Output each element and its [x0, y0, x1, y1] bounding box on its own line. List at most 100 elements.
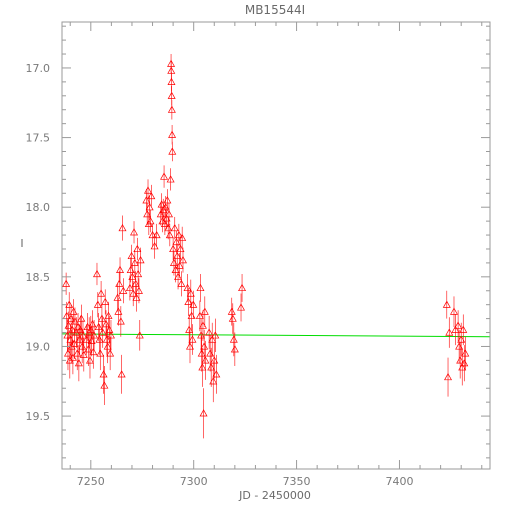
data-point — [208, 322, 217, 357]
data-point — [113, 283, 122, 312]
triangle-marker — [186, 289, 195, 297]
data-point — [444, 357, 453, 397]
triangle-marker — [103, 342, 112, 350]
data-point — [442, 290, 451, 319]
triangle-marker — [458, 363, 467, 371]
data-point — [177, 271, 186, 297]
triangle-marker — [201, 356, 210, 364]
data-point — [173, 243, 182, 269]
triangle-marker — [165, 230, 174, 239]
triangle-marker — [68, 325, 77, 333]
triangle-marker — [227, 307, 236, 315]
data-point — [229, 322, 238, 357]
triangle-marker — [178, 256, 187, 264]
triangle-marker — [170, 223, 179, 232]
data-point — [94, 313, 103, 341]
data-point — [90, 320, 99, 351]
data-point — [185, 329, 194, 364]
triangle-marker — [95, 335, 104, 343]
data-point — [130, 221, 139, 244]
triangle-marker — [169, 244, 178, 253]
triangle-marker — [455, 342, 464, 350]
triangle-marker — [128, 272, 137, 280]
data-point — [77, 304, 86, 333]
data-point — [135, 320, 144, 351]
triangle-marker — [196, 283, 205, 292]
data-point — [169, 237, 178, 261]
data-point — [211, 318, 220, 353]
data-point — [212, 354, 221, 394]
data-point — [160, 165, 169, 188]
triangle-marker — [460, 359, 469, 367]
triangle-marker — [206, 349, 215, 357]
triangle-marker — [189, 300, 198, 308]
data-point — [116, 257, 125, 283]
triangle-marker — [79, 350, 88, 358]
data-point — [237, 293, 246, 322]
triangle-marker — [89, 347, 98, 356]
baseline-fit-line — [61, 333, 491, 338]
data-point — [174, 223, 183, 247]
data-point — [454, 310, 463, 341]
data-point — [183, 274, 192, 302]
data-point — [146, 209, 155, 233]
data-point — [106, 320, 115, 351]
data-point — [178, 247, 187, 273]
triangle-marker — [70, 339, 79, 347]
triangle-marker — [237, 303, 246, 311]
triangle-marker — [106, 349, 115, 357]
x-tick-label: 7300 — [180, 475, 208, 488]
triangle-marker — [165, 210, 173, 218]
triangle-marker — [166, 175, 175, 183]
triangle-marker — [130, 258, 139, 266]
data-point — [196, 274, 205, 302]
data-point — [116, 306, 125, 337]
triangle-marker — [131, 279, 140, 287]
triangle-marker — [163, 196, 172, 204]
triangle-marker — [238, 283, 247, 292]
triangle-marker — [160, 172, 169, 180]
data-point — [106, 336, 115, 371]
data-point — [104, 301, 113, 330]
data-point — [178, 226, 187, 249]
triangle-marker — [185, 342, 194, 350]
data-point — [95, 324, 104, 355]
triangle-marker — [167, 77, 176, 85]
data-point — [163, 189, 172, 212]
data-point — [455, 329, 464, 364]
y-tick-label: 18.0 — [26, 201, 51, 214]
triangle-marker — [184, 297, 193, 305]
triangle-marker — [118, 223, 127, 232]
baseline-layer — [61, 333, 491, 338]
triangle-marker — [74, 359, 83, 367]
triangle-marker — [125, 283, 134, 292]
triangle-marker — [228, 314, 237, 322]
triangle-marker — [130, 228, 139, 236]
triangle-marker — [129, 289, 138, 297]
data-point — [115, 271, 124, 297]
data-point — [136, 247, 145, 273]
data-point — [79, 338, 88, 372]
data-point — [114, 297, 123, 326]
data-point — [165, 203, 173, 226]
triangle-marker — [75, 335, 84, 343]
triangle-marker — [127, 251, 136, 260]
data-point — [172, 230, 181, 254]
data-point — [195, 300, 204, 332]
triangle-marker — [116, 317, 125, 325]
triangle-marker — [198, 363, 207, 371]
triangle-marker — [144, 186, 153, 194]
triangle-marker — [171, 265, 180, 273]
triangle-marker — [209, 377, 218, 385]
x-axis-label: JD - 2450000 — [238, 489, 311, 502]
triangle-marker — [212, 370, 221, 378]
triangle-marker — [98, 328, 107, 336]
triangle-marker — [77, 314, 86, 322]
data-point — [186, 279, 195, 308]
data-point — [167, 99, 176, 120]
data-point — [201, 340, 210, 380]
triangle-marker — [442, 300, 451, 308]
triangle-marker — [444, 372, 453, 381]
triangle-marker — [199, 409, 208, 417]
